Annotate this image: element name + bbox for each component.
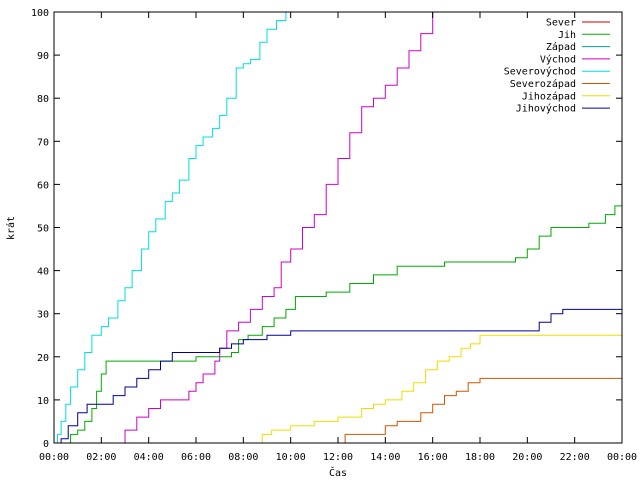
x-tick-label: 00:00 — [39, 452, 69, 463]
legend: SeverJihZápadVýchodSeverovýchodSeverozáp… — [504, 18, 610, 115]
x-tick-label: 16:00 — [418, 452, 448, 463]
series-line-jih — [68, 197, 623, 444]
y-tick-label: 10 — [37, 396, 49, 407]
x-tick-label: 02:00 — [86, 452, 116, 463]
y-tick-label: 30 — [37, 310, 49, 321]
y-tick-label: 20 — [37, 353, 49, 364]
x-tick-label: 06:00 — [181, 452, 211, 463]
legend-label-zapad: Západ — [546, 41, 576, 53]
y-tick-label: 0 — [43, 439, 49, 450]
legend-label-jihozapad: Jihozápad — [522, 90, 576, 102]
axis-ticks: 00:00 02:00 04:00 06:00 08:00 10:00 12:00 14:00… — [31, 8, 637, 463]
x-tick-label: 10:00 — [276, 452, 306, 463]
x-tick-label: 22:00 — [560, 452, 590, 463]
x-tick-label: 14:00 — [370, 452, 400, 463]
x-tick-label: 12:00 — [323, 452, 353, 463]
x-tick-label: 00:00 — [607, 452, 637, 463]
y-tick-label: 90 — [37, 51, 49, 62]
legend-label-sever: Sever — [546, 18, 576, 29]
legend-label-severovychod: Severovýchod — [504, 66, 576, 78]
series-line-jihovychod — [58, 308, 622, 444]
series-line-severozapad — [340, 377, 622, 444]
x-tick-label: 20:00 — [512, 452, 542, 463]
y-tick-label: 60 — [37, 180, 49, 191]
y-axis-label: krát — [5, 216, 17, 240]
x-tick-label: 18:00 — [465, 452, 495, 463]
y-tick-label: 100 — [31, 8, 49, 19]
y-tick-label: 80 — [37, 94, 49, 105]
y-tick-label: 70 — [37, 137, 49, 148]
series-line-jihozapad — [257, 334, 622, 444]
x-tick-label: 08:00 — [228, 452, 258, 463]
legend-label-severozapad: Severozápad — [510, 78, 576, 90]
legend-label-jih: Jih — [558, 30, 576, 41]
series-line-vychod — [120, 12, 434, 444]
y-tick-label: 40 — [37, 267, 49, 278]
legend-label-jihovychod: Jihovýchod — [516, 103, 576, 115]
x-axis-label: Čas — [329, 466, 347, 479]
y-tick-label: 50 — [37, 224, 49, 235]
legend-label-vychod: Východ — [540, 53, 576, 65]
x-tick-label: 04:00 — [134, 452, 164, 463]
series-line-severovychod — [54, 11, 298, 444]
series-layer — [54, 11, 623, 444]
